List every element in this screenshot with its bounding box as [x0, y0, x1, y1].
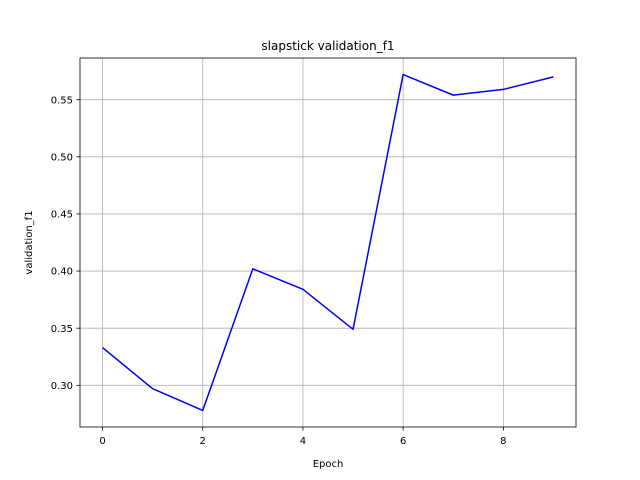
grid-lines: [80, 58, 576, 427]
series-line: [102, 73, 554, 412]
plot-frame: [79, 57, 577, 428]
x-axis-label: Epoch: [313, 459, 344, 470]
y-tick-label: 0.40: [51, 267, 73, 278]
x-tick-label: 6: [400, 436, 406, 447]
y-tick-label: 0.35: [51, 324, 73, 335]
x-tick-label: 2: [200, 436, 206, 447]
chart-title: slapstick validation_f1: [261, 39, 394, 53]
x-tick-label: 8: [500, 436, 506, 447]
y-axis-label: validation_f1: [24, 210, 35, 274]
y-tick-label: 0.30: [51, 381, 73, 392]
y-tick-label: 0.45: [51, 210, 73, 221]
y-tick-label: 0.50: [51, 152, 73, 163]
x-tick-label: 0: [99, 436, 105, 447]
series-layer: [102, 73, 554, 412]
x-tick-label: 4: [300, 436, 306, 447]
axis-ticks: 0 2 4 6 8 0.30 0.35 0.40 0.45 0.50 0.55: [51, 95, 507, 447]
y-tick-label: 0.55: [51, 95, 73, 106]
